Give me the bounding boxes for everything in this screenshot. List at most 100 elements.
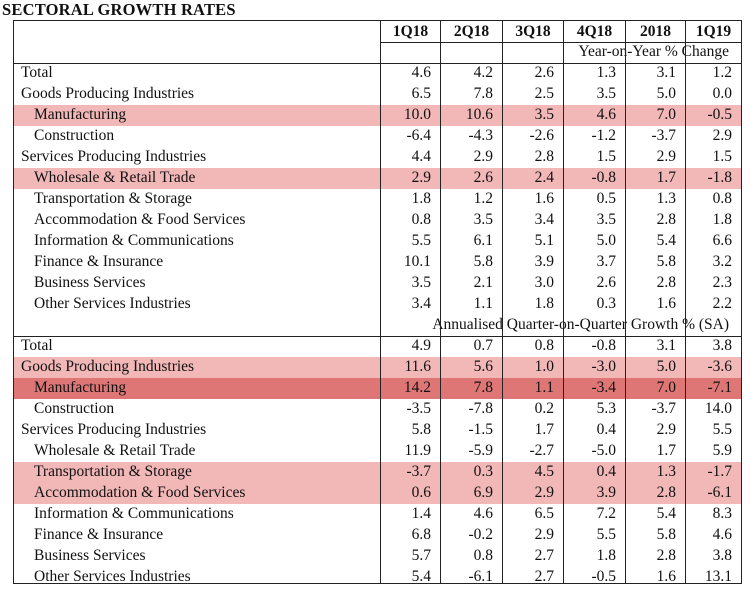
value-cell: 6.6	[712, 232, 732, 249]
table-row: Accommodation & Food Services 0.8 3.5 3.4 3.…	[14, 210, 741, 231]
value-cell: 1.2	[712, 64, 732, 81]
value-cell: 3.5	[534, 106, 554, 123]
value-cell: 0.0	[712, 85, 732, 102]
table-row: Services Producing Industries 5.8 -1.5 1.7 0…	[14, 420, 741, 441]
value-cell: 2.6	[473, 169, 493, 186]
value-cell: 0.7	[473, 337, 493, 354]
row-label: Goods Producing Industries	[21, 358, 195, 375]
sectoral-growth-table: 1Q18 2Q18 3Q18 4Q18 2018 1Q19 Year-on-Year % C…	[13, 20, 742, 585]
value-cell: 3.1	[656, 337, 676, 354]
value-cell: 5.5	[596, 526, 616, 543]
value-cell: -2.7	[529, 442, 554, 459]
value-cell: 3.8	[712, 547, 732, 564]
value-cell: 7.2	[596, 505, 616, 522]
row-label: Total	[21, 337, 53, 354]
value-cell: 7.8	[473, 85, 493, 102]
column-divider	[502, 21, 503, 583]
row-label: Information & Communications	[34, 505, 234, 522]
value-cell: -7.1	[707, 379, 732, 396]
value-cell: 1.8	[411, 190, 431, 207]
value-cell: 6.8	[411, 526, 431, 543]
table-row: Business Services 3.5 2.1 3.0 2.6 2.8 2.3	[14, 273, 741, 294]
section-rule	[14, 63, 741, 64]
value-cell: 2.9	[534, 484, 554, 501]
row-label: Construction	[34, 127, 115, 144]
table-row: Manufacturing 10.0 10.6 3.5 4.6 7.0 -0.5	[14, 105, 741, 126]
value-cell: 2.8	[534, 148, 554, 165]
value-cell: 1.3	[656, 463, 676, 480]
value-cell: 6.1	[473, 232, 493, 249]
value-cell: 5.9	[712, 442, 732, 459]
value-cell: 5.1	[534, 232, 554, 249]
value-cell: 4.4	[411, 148, 431, 165]
value-cell: 0.5	[596, 190, 616, 207]
value-cell: 2.9	[656, 148, 676, 165]
section-subtitle: Year-on-Year % Change	[578, 43, 729, 60]
table-row: Other Services Industries 3.4 1.1 1.8 0.3 1.6…	[14, 294, 741, 315]
value-cell: 7.8	[473, 379, 493, 396]
value-cell: 2.3	[712, 274, 732, 291]
table-row: Total 4.9 0.7 0.8 -0.8 3.1 3.8	[14, 336, 741, 357]
value-cell: -1.2	[591, 127, 616, 144]
value-cell: 0.2	[534, 400, 554, 417]
table-row: Other Services Industries 5.4 -6.1 2.7 -0.5 1…	[14, 567, 741, 588]
value-cell: 2.1	[473, 274, 493, 291]
value-cell: 11.6	[404, 358, 431, 375]
value-cell: 3.7	[596, 253, 616, 270]
table-title: SECTORAL GROWTH RATES	[2, 0, 236, 19]
value-cell: -4.3	[468, 127, 493, 144]
section-subtitle: Annualised Quarter-on-Quarter Growth % (…	[432, 316, 729, 333]
row-label: Manufacturing	[34, 106, 127, 123]
column-divider	[625, 21, 626, 583]
value-cell: -0.5	[707, 106, 732, 123]
value-cell: -3.7	[651, 400, 676, 417]
value-cell: 10.6	[465, 106, 493, 123]
value-cell: 8.3	[712, 505, 732, 522]
value-cell: -7.8	[468, 400, 493, 417]
row-label: Business Services	[34, 547, 146, 564]
value-cell: 5.6	[473, 358, 493, 375]
value-cell: 6.9	[473, 484, 493, 501]
row-label: Construction	[34, 400, 115, 417]
value-cell: 14.2	[403, 379, 431, 396]
value-cell: 5.3	[596, 400, 616, 417]
value-cell: 7.0	[656, 379, 676, 396]
table-row: Manufacturing 14.2 7.8 1.1 -3.4 7.0 -7.1	[14, 378, 741, 399]
value-cell: 0.6	[411, 484, 431, 501]
value-cell: 1.7	[534, 421, 554, 438]
table-row: Total 4.6 4.2 2.6 1.3 3.1 1.2	[14, 63, 741, 84]
value-cell: 0.8	[534, 337, 554, 354]
value-cell: -0.5	[591, 568, 616, 585]
table-row: Transportation & Storage 1.8 1.2 1.6 0.5 1.3 0…	[14, 189, 741, 210]
row-label: Services Producing Industries	[21, 421, 207, 438]
value-cell: 0.8	[411, 211, 431, 228]
value-cell: 2.9	[712, 127, 732, 144]
value-cell: 1.8	[534, 295, 554, 312]
value-cell: 13.1	[704, 568, 732, 585]
value-cell: 1.0	[534, 358, 554, 375]
value-cell: 5.4	[656, 232, 676, 249]
header-rule	[380, 42, 741, 43]
value-cell: 4.6	[473, 505, 493, 522]
value-cell: 3.1	[656, 64, 676, 81]
column-header-1q19: 1Q19	[685, 21, 741, 42]
table-row: Business Services 5.7 0.8 2.7 1.8 2.8 3.8	[14, 546, 741, 567]
value-cell: -1.7	[707, 463, 732, 480]
value-cell: 2.8	[656, 484, 676, 501]
column-divider	[563, 21, 564, 583]
value-cell: 3.9	[534, 253, 554, 270]
value-cell: 5.0	[656, 85, 676, 102]
value-cell: 2.8	[656, 274, 676, 291]
column-header-2q18: 2Q18	[440, 21, 502, 42]
value-cell: 1.5	[596, 148, 616, 165]
value-cell: 5.0	[596, 232, 616, 249]
value-cell: -1.5	[468, 421, 493, 438]
value-cell: 1.6	[656, 568, 676, 585]
value-cell: 5.8	[656, 253, 676, 270]
column-header-2018: 2018	[625, 21, 685, 42]
value-cell: 14.0	[704, 400, 732, 417]
value-cell: 3.0	[534, 274, 554, 291]
value-cell: 1.1	[534, 379, 554, 396]
value-cell: 1.4	[411, 505, 431, 522]
table-row: Transportation & Storage -3.7 0.3 4.5 0.4 1.3…	[14, 462, 741, 483]
